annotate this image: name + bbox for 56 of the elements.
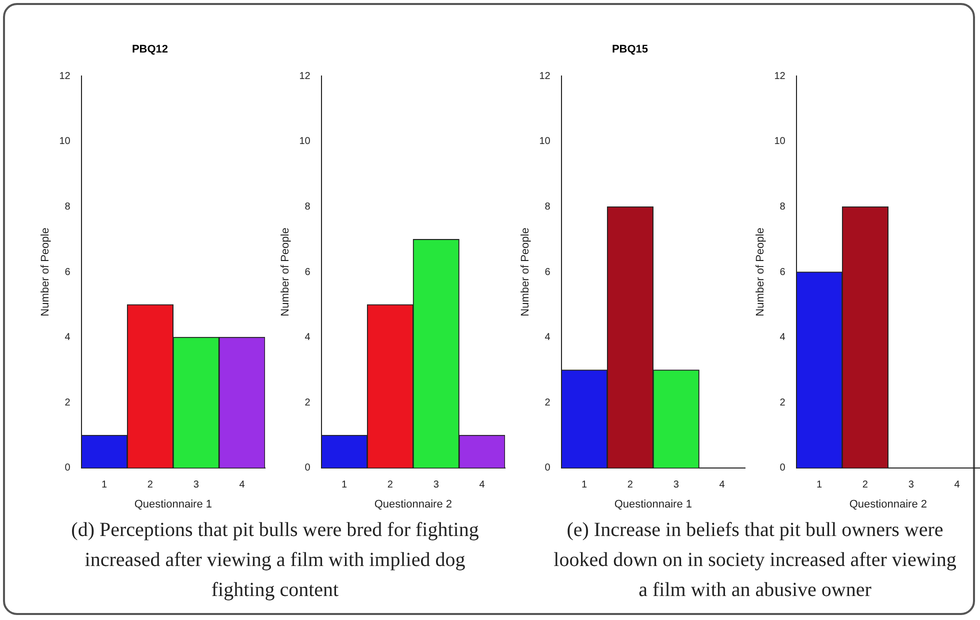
y-tick-label: 2 [544,397,551,408]
y-tick-label: 12 [539,70,551,82]
y-tick-label: 6 [64,266,71,278]
x-tick-label: 1 [102,480,108,491]
y-tick-label: 0 [544,462,551,474]
x-tick-label: 2 [387,480,394,491]
y-tick-label: 4 [304,332,311,344]
y-tick-label: 0 [304,462,311,474]
x-tick-label: 1 [816,480,822,491]
y-tick-label: 8 [64,201,71,212]
y-tick-label: 12 [299,70,311,82]
y-axis-title: Number of People [280,228,292,316]
chart-title: PBQ12 [132,44,168,56]
chart-title: PBQ15 [612,44,648,56]
x-tick-label: 3 [193,480,200,491]
x-tick-label: 3 [433,480,440,491]
y-tick-label: 4 [64,332,71,344]
y-tick-label: 6 [544,266,551,278]
y-tick-label: 12 [59,70,71,82]
x-tick-label: 1 [582,480,588,491]
text: (d) Perceptions that pit bulls were bred for fighting increased after viewing a film with implied dog fighting content [70,518,480,603]
y-tick-label: 8 [544,201,551,212]
y-tick-label: 4 [780,332,786,344]
y-tick-label: 2 [64,397,71,408]
y-tick-label: 8 [304,201,311,212]
y-axis-title: Number of People [40,228,52,316]
y-tick-label: 2 [780,397,786,408]
y-tick-label: 10 [539,136,551,148]
x-axis-title: Questionnaire 1 [134,498,212,510]
x-tick-label: 3 [673,480,680,491]
y-tick-label: 4 [544,332,551,344]
x-tick-label: 2 [627,480,634,491]
y-tick-label: 0 [780,462,786,474]
x-tick-label: 1 [342,480,348,491]
y-tick-label: 0 [64,462,71,474]
text: (e) Increase in beliefs that pit bull owners were looked down on in society increased after viewing a film with an abusive owner [552,518,958,603]
x-axis-title: Questionnaire 2 [849,498,927,510]
x-tick-label: 4 [719,480,726,491]
y-axis-title: Number of People [754,228,767,316]
y-tick-label: 2 [304,397,311,408]
y-tick-label: 10 [774,136,786,148]
x-tick-label: 2 [862,480,868,491]
x-tick-label: 4 [239,480,246,491]
x-tick-label: 2 [147,480,154,491]
x-axis-title: Questionnaire 2 [374,498,452,510]
y-axis-title: Number of People [520,228,532,316]
x-tick-label: 4 [479,480,486,491]
x-axis-title: Questionnaire 1 [614,498,692,510]
y-tick-label: 10 [59,136,71,148]
y-tick-label: 12 [774,70,786,82]
y-tick-label: 6 [304,266,311,278]
x-tick-label: 4 [954,480,960,491]
y-tick-label: 8 [780,201,786,212]
y-tick-label: 6 [780,266,786,278]
y-tick-label: 10 [299,136,311,148]
x-tick-label: 3 [908,480,914,491]
